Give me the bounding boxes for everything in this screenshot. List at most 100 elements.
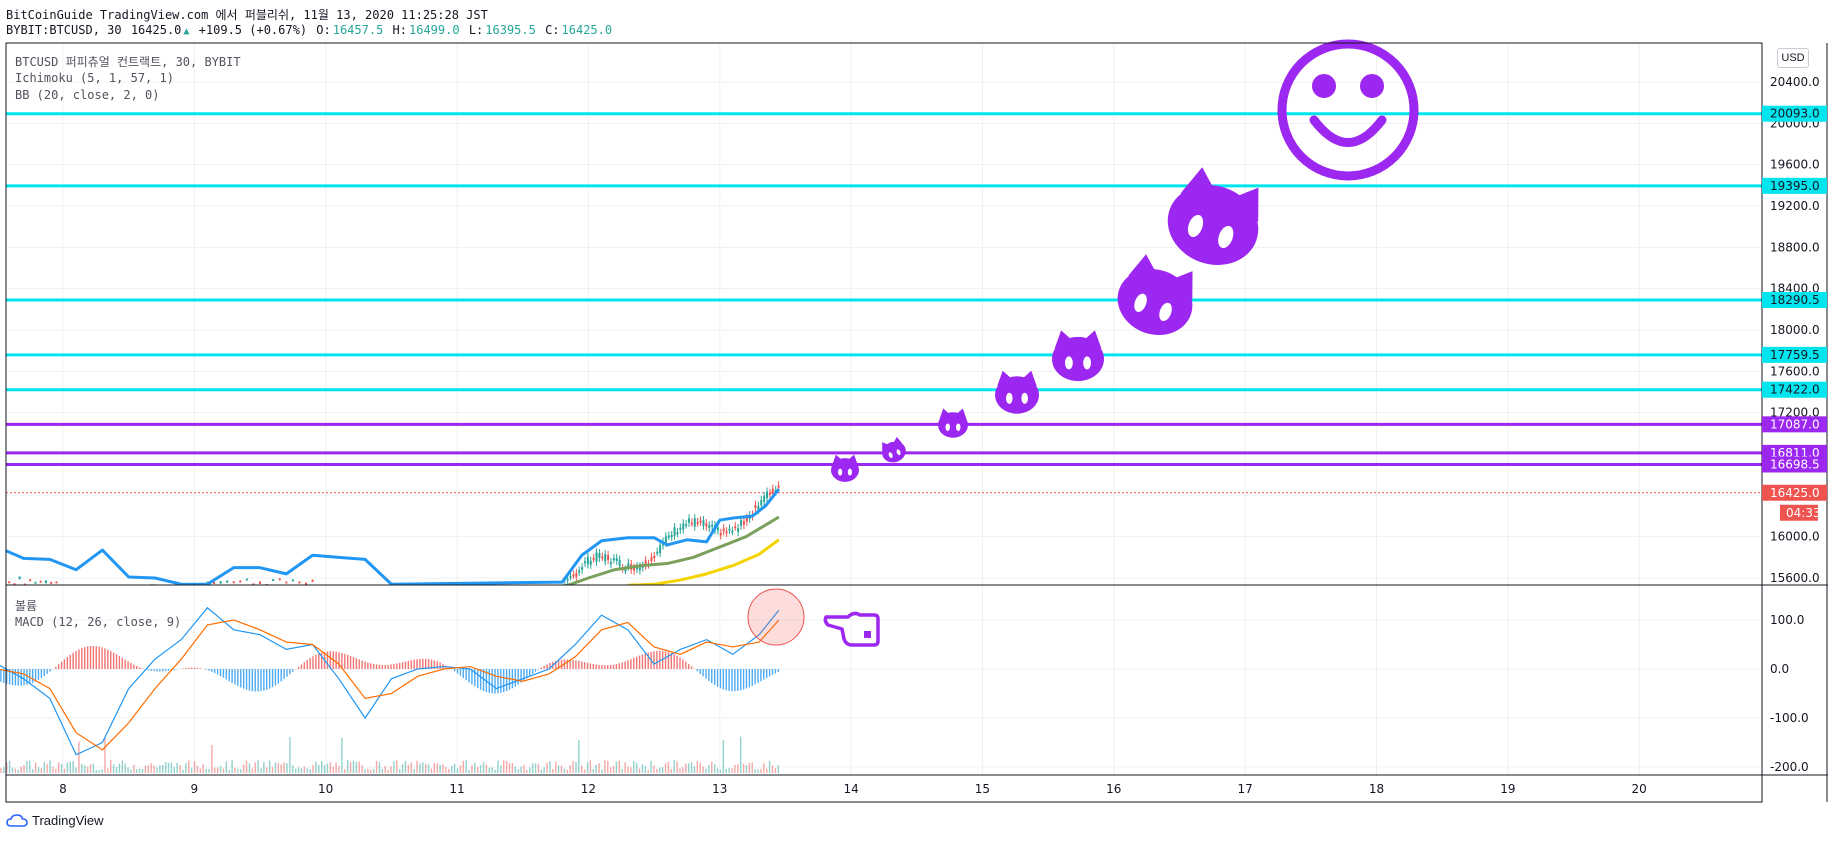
bb-legend[interactable]: BB (20, close, 2, 0) bbox=[15, 88, 160, 102]
candle bbox=[644, 560, 647, 566]
macd-histogram-bar bbox=[136, 666, 138, 669]
macd-histogram-bar bbox=[479, 669, 482, 690]
macd-legend[interactable]: MACD (12, 26, close, 9) bbox=[15, 615, 182, 629]
volume-legend[interactable]: 볼륨 bbox=[15, 599, 38, 613]
volume-bar bbox=[491, 767, 493, 773]
macd-histogram-bar bbox=[211, 669, 213, 672]
macd-histogram-bar bbox=[456, 669, 459, 674]
hand-cuff bbox=[864, 631, 871, 638]
pig-eye bbox=[1065, 356, 1073, 370]
macd-histogram-bar bbox=[555, 660, 557, 669]
volume-bar bbox=[578, 739, 580, 773]
chart-frame bbox=[5, 42, 1828, 803]
volume-bar bbox=[58, 762, 60, 773]
volume-bar bbox=[176, 762, 178, 773]
macd-histogram-bar bbox=[491, 669, 493, 694]
volume-bar bbox=[219, 766, 222, 773]
volume-bar bbox=[575, 761, 577, 773]
volume-bar bbox=[661, 767, 664, 773]
volume-bar bbox=[604, 760, 606, 773]
pig-head bbox=[1052, 336, 1104, 382]
candle bbox=[716, 527, 719, 531]
volume-bar bbox=[43, 762, 45, 773]
volume-bar bbox=[352, 760, 355, 773]
time-tick-label: 20 bbox=[1632, 782, 1647, 796]
macd-histogram-bar bbox=[664, 651, 667, 669]
volume-bar bbox=[196, 765, 199, 773]
volume-bar bbox=[659, 767, 661, 773]
volume-bar bbox=[277, 762, 280, 773]
volume-bar bbox=[765, 768, 768, 773]
volume-bar bbox=[17, 769, 19, 773]
volume-bar bbox=[72, 761, 74, 773]
volume-bar bbox=[425, 764, 427, 773]
macd-histogram-bar bbox=[318, 653, 320, 669]
macd-histogram-bar bbox=[687, 663, 690, 669]
macd-histogram-bar bbox=[774, 669, 777, 674]
symbol-name[interactable]: BYBIT:BTCUSD, 30 bbox=[6, 23, 122, 37]
level-price-label: 17759.5 bbox=[1770, 348, 1820, 362]
pig-face-icon[interactable] bbox=[1052, 330, 1104, 382]
macd-histogram-bar bbox=[173, 669, 175, 670]
volume-bar bbox=[448, 769, 450, 773]
candle bbox=[757, 505, 760, 511]
volume-bar bbox=[676, 761, 678, 773]
price-series bbox=[6, 481, 781, 585]
volume-bar bbox=[349, 762, 352, 773]
volume-bar bbox=[20, 766, 22, 773]
time-axis[interactable]: 8 9 10 11 12 13 14 15 16 17 18 19 20 bbox=[59, 782, 1647, 796]
price-tick-label: 17600.0 bbox=[1770, 364, 1820, 378]
volume-bar bbox=[696, 760, 699, 773]
highlight-circle[interactable] bbox=[747, 588, 805, 646]
volume-bar bbox=[193, 760, 196, 773]
price-axis[interactable]: 15600.016000.016400.016800.017200.017600… bbox=[1762, 75, 1827, 774]
pig-face-icon[interactable] bbox=[1108, 250, 1205, 346]
macd-histogram-bar bbox=[468, 669, 470, 683]
volume-bar bbox=[153, 765, 155, 773]
up-arrow-icon: ▲ bbox=[183, 26, 190, 37]
macd-histogram-bar bbox=[26, 669, 28, 685]
pig-face-icon[interactable] bbox=[938, 408, 968, 438]
price-tick-label: 19600.0 bbox=[1770, 158, 1820, 172]
macd-histogram-bar bbox=[341, 652, 343, 669]
volume-bar bbox=[170, 762, 173, 773]
macd-histogram-bar bbox=[615, 664, 618, 669]
volume-bar bbox=[517, 768, 519, 773]
macd-histogram-bar bbox=[372, 663, 375, 669]
macd-histogram-bar bbox=[427, 659, 430, 669]
volume-bar bbox=[731, 768, 733, 773]
candle bbox=[676, 532, 679, 535]
volume-bar bbox=[601, 769, 603, 773]
volume-bar bbox=[485, 764, 488, 773]
price-change: +109.5 (+0.67%) bbox=[198, 23, 308, 37]
currency-button[interactable]: USD bbox=[1777, 48, 1809, 68]
volume-bar bbox=[748, 762, 751, 773]
drawings[interactable] bbox=[747, 39, 1419, 647]
macd-histogram-bar bbox=[263, 669, 265, 691]
macd-histogram-bar bbox=[43, 669, 45, 677]
candle bbox=[569, 576, 572, 579]
volume-bar bbox=[742, 763, 745, 773]
volume-bar bbox=[254, 762, 256, 773]
smiley-face-icon[interactable] bbox=[1277, 39, 1419, 181]
pig-face-icon[interactable] bbox=[995, 370, 1039, 414]
macd-histogram-bar bbox=[503, 669, 505, 693]
pig-face-icon[interactable] bbox=[831, 454, 859, 482]
pointing-hand-icon[interactable] bbox=[823, 611, 880, 647]
macd-histogram-bar bbox=[130, 662, 132, 669]
tradingview-logo[interactable]: TradingView bbox=[6, 813, 104, 828]
candle bbox=[702, 520, 705, 526]
horizontal-levels[interactable] bbox=[6, 112, 1762, 494]
symbol-legend[interactable]: BTCUSD 퍼피츄얼 컨트랙트, 30, BYBIT bbox=[15, 55, 241, 69]
macd-histogram-bar bbox=[29, 669, 31, 684]
macd-histogram-bar bbox=[104, 648, 106, 669]
time-tick-label: 8 bbox=[59, 782, 67, 796]
pig-face-icon[interactable] bbox=[878, 435, 909, 465]
macd-histogram-bar bbox=[546, 664, 548, 669]
pig-face-icon[interactable] bbox=[1156, 162, 1273, 278]
ichimoku-legend[interactable]: Ichimoku (5, 1, 57, 1) bbox=[15, 71, 174, 85]
macd-histogram-bar bbox=[549, 663, 551, 669]
pig-eye bbox=[838, 468, 843, 476]
macd-histogram-bar bbox=[346, 654, 349, 669]
